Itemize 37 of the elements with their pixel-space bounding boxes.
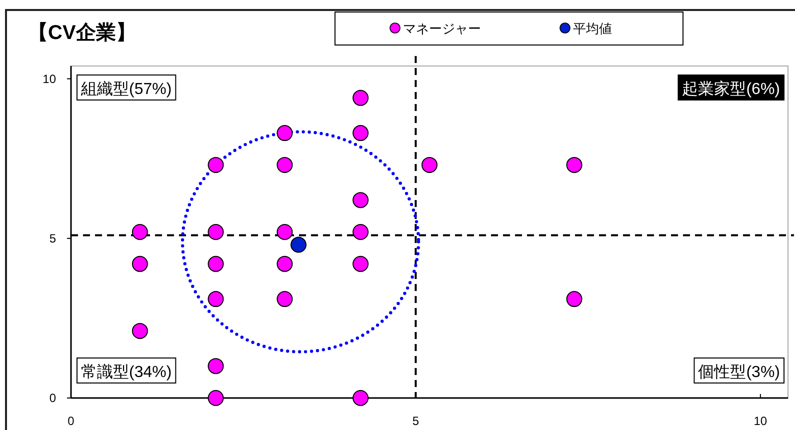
point [352,256,369,272]
annotation: 個性型(3%) [698,364,780,381]
point [566,291,582,308]
point [422,156,438,173]
point [208,390,224,406]
point [276,224,293,240]
point [352,192,369,208]
annotation: 組織型(57%) [80,80,172,98]
legend-label: マネージャー [403,21,481,36]
point [276,125,293,142]
point [208,256,224,272]
point [352,90,369,106]
point [276,291,293,308]
annotation: 常識型(34%) [81,363,172,381]
point [132,256,148,272]
point [276,256,293,272]
point [352,224,369,240]
annotation: 起業家型(6%) [682,80,780,98]
y-tick-label: 10 [42,72,56,86]
y-tick-label: 5 [49,231,56,246]
point [276,156,293,173]
point [352,125,369,142]
x-tick-label: 0 [68,414,75,428]
legend-label: 平均値 [573,21,612,36]
x-tick-label: 10 [754,414,768,428]
point [352,390,369,406]
point [132,322,148,339]
chart-title: 【CV企業】 [28,22,136,44]
point [208,224,224,240]
point [208,358,224,374]
point [132,224,148,240]
point [290,236,307,253]
point [208,156,224,173]
point [208,291,224,308]
point [566,156,582,173]
x-tick-label: 5 [412,414,420,428]
y-tick-label: 0 [49,391,56,405]
